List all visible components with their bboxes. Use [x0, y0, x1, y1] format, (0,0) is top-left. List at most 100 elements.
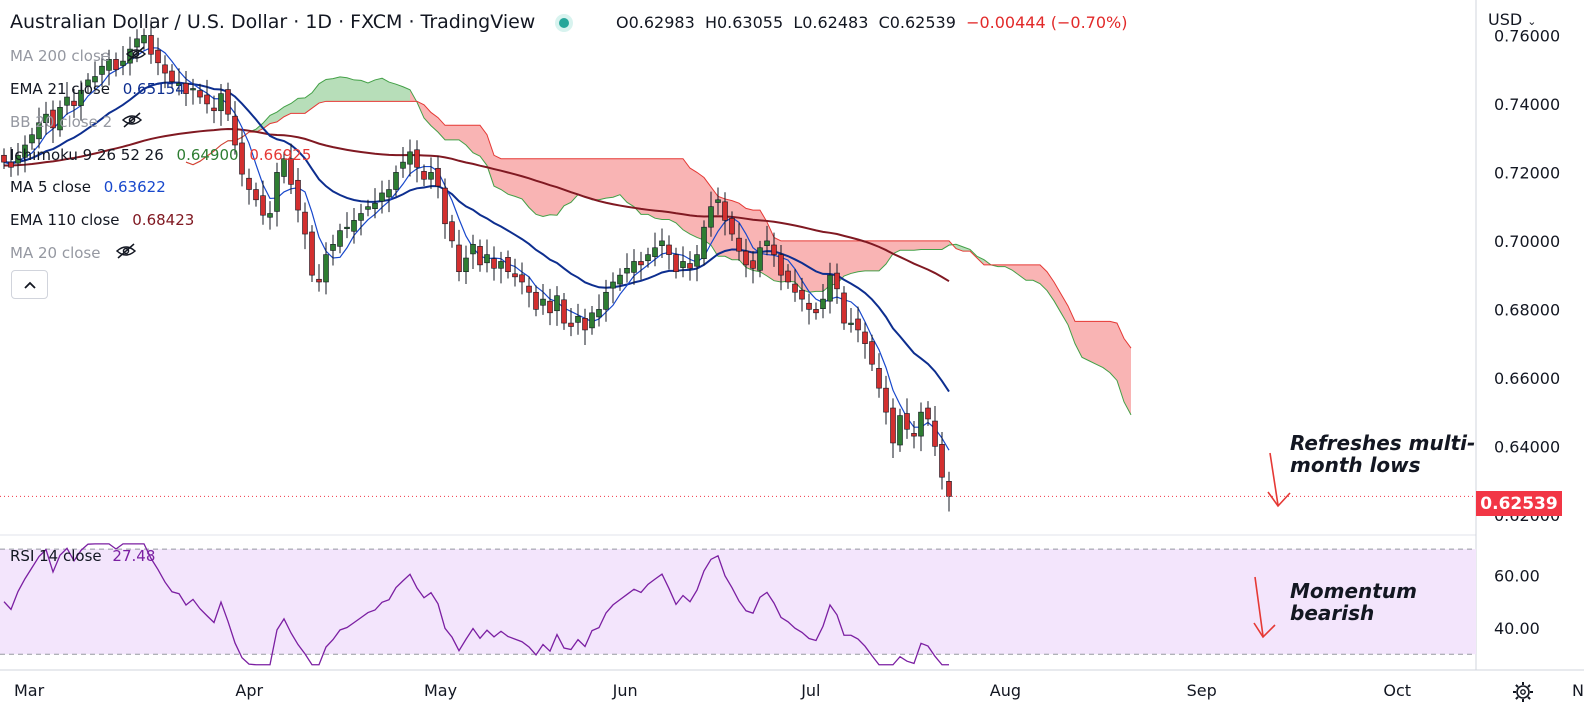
ichimoku-cloud-segment	[914, 240, 921, 251]
ichimoku-cloud-segment	[627, 158, 634, 207]
candle-body	[673, 254, 679, 273]
time-tick-label: Jun	[612, 681, 638, 700]
candle-body	[211, 107, 217, 112]
ichimoku-cloud-segment	[851, 240, 858, 274]
rsi-band	[0, 549, 1476, 655]
ichimoku-cloud-segment	[375, 78, 382, 102]
legend-ma200-label: MA 200 close	[10, 47, 111, 65]
candle-body	[736, 237, 742, 252]
ichimoku-cloud-segment	[494, 155, 501, 190]
rsi-down-arrow-icon	[1253, 576, 1276, 639]
candle-body	[470, 244, 476, 255]
candle-body	[876, 367, 882, 389]
ichimoku-cloud-segment	[305, 92, 312, 114]
candle-body	[1, 154, 7, 163]
candle-body	[652, 247, 658, 257]
ichimoku-cloud-segment	[1124, 338, 1131, 415]
ichimoku-cloud-segment	[1012, 264, 1019, 276]
ichimoku-cloud-segment	[1026, 264, 1033, 281]
rsi-line	[3, 543, 949, 666]
candle-body	[43, 113, 49, 124]
candle-body	[610, 281, 616, 289]
legend-ma200[interactable]: MA 200 close	[10, 46, 147, 67]
candle-body	[302, 211, 308, 235]
legend-rsi[interactable]: RSI 14 close 27.48	[10, 546, 155, 566]
ichimoku-cloud-segment	[1103, 321, 1110, 373]
ichimoku-cloud-segment	[816, 240, 823, 292]
ichimoku-cloud-segment	[893, 240, 900, 254]
currency-label: USD	[1488, 10, 1523, 29]
legend-ema21-label: EMA 21 close	[10, 80, 110, 98]
candle-body	[309, 231, 315, 276]
currency-select[interactable]: USD ⌄	[1488, 10, 1537, 29]
price-annotation: Refreshes multi- month lows	[1290, 432, 1475, 476]
eye-hidden-icon[interactable]	[115, 243, 137, 264]
time-tick-label: Nov	[1572, 681, 1584, 700]
candle-body	[456, 244, 462, 273]
price-down-arrow-icon	[1267, 452, 1291, 508]
candle-body	[680, 261, 686, 268]
candle-body	[288, 158, 294, 185]
ohlc-high: H0.63055	[704, 13, 784, 32]
candle-body	[372, 202, 378, 209]
legend-rsi-label: RSI 14 close	[10, 547, 102, 565]
legend-ema21-value: 0.65154	[122, 80, 185, 98]
chevron-down-icon: ⌄	[1527, 15, 1537, 28]
legend-ema21[interactable]: EMA 21 close 0.65154	[10, 79, 185, 99]
candle-body	[330, 244, 336, 251]
ichimoku-cloud-segment	[361, 80, 368, 102]
candle-body	[785, 270, 791, 283]
ichimoku-cloud-segment	[655, 158, 662, 220]
candle-body	[386, 189, 392, 198]
candle-body	[918, 411, 924, 437]
candle-body	[582, 317, 588, 331]
candle-body	[162, 64, 168, 74]
candle-body	[323, 254, 329, 283]
candle-body	[190, 88, 196, 91]
candle-body	[561, 299, 567, 324]
candle-body	[687, 263, 693, 269]
candle-body	[267, 213, 273, 218]
rsi-tick-label: 40.00	[1494, 619, 1540, 638]
ichimoku-cloud-segment	[389, 82, 396, 102]
candle-body	[869, 341, 875, 365]
legend-ma20-label: MA 20 close	[10, 244, 101, 262]
ichimoku-cloud-segment	[557, 158, 564, 216]
ichimoku-cloud-segment	[1089, 321, 1096, 365]
symbol-title[interactable]: Australian Dollar / U.S. Dollar · 1D · F…	[10, 11, 536, 33]
ichimoku-cloud-segment	[277, 106, 284, 122]
price-tick-label: 0.64000	[1494, 437, 1560, 456]
legend-bb-label: BB 20 close 2	[10, 113, 113, 131]
ichimoku-cloud-segment	[571, 158, 578, 203]
ohlc-readout: O0.62983 H0.63055 L0.62483 C0.62539 −0.0…	[616, 13, 1127, 32]
candle-body	[22, 144, 28, 158]
eye-hidden-icon[interactable]	[125, 46, 147, 67]
last-price-tag: 0.62539	[1476, 491, 1562, 516]
candle-body	[197, 90, 203, 98]
legend-ma5[interactable]: MA 5 close 0.63622	[10, 177, 166, 197]
candle-body	[512, 273, 518, 278]
collapse-legend-button[interactable]	[11, 270, 48, 299]
ichimoku-cloud-segment	[508, 158, 515, 197]
legend-ema110[interactable]: EMA 110 close 0.68423	[10, 210, 194, 230]
candle-body	[393, 172, 399, 190]
ichimoku-cloud-segment	[501, 158, 508, 195]
ichimoku-cloud-segment	[1033, 264, 1040, 284]
settings-gear-icon[interactable]	[1512, 681, 1534, 707]
candle-body	[239, 142, 245, 175]
legend-bb[interactable]: BB 20 close 2	[10, 112, 143, 133]
legend-ichimoku[interactable]: Ichimoku 9 26 52 26 0.64900 0.66925	[10, 145, 311, 165]
candle-body	[820, 298, 826, 310]
legend-ma20[interactable]: MA 20 close	[10, 243, 137, 264]
ohlc-close: C0.62539	[878, 13, 956, 32]
candle-body	[358, 213, 364, 221]
ichimoku-cloud-segment	[466, 125, 473, 153]
ohlc-open: O0.62983	[616, 13, 695, 32]
ema110-line	[3, 127, 950, 283]
candle-body	[743, 250, 749, 266]
candle-body	[813, 309, 819, 314]
eye-hidden-icon[interactable]	[121, 112, 143, 133]
ichimoku-cloud-segment	[592, 158, 599, 200]
